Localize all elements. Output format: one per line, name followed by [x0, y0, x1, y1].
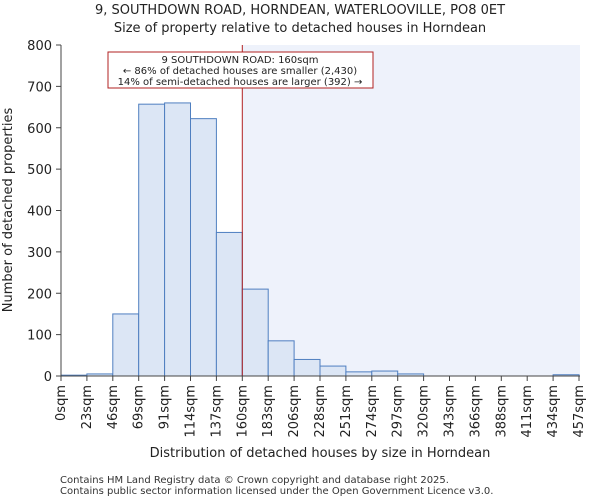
bar-46sqm — [112, 313, 140, 377]
y-tick-label: 600 — [27, 122, 52, 137]
y-tick-label: 800 — [27, 39, 52, 54]
x-tick-label: 320sqm — [417, 385, 432, 438]
x-tick-label: 434sqm — [546, 385, 561, 438]
plot-frame — [60, 45, 580, 377]
x-tick-label: 274sqm — [365, 385, 380, 438]
annotation-box — [107, 51, 374, 89]
bar-251sqm — [345, 371, 373, 377]
larger-properties-region — [242, 45, 581, 376]
x-axis-label: Distribution of detached houses by size … — [150, 446, 491, 461]
x-tick-label: 23sqm — [80, 385, 95, 429]
bar-183sqm — [267, 340, 295, 377]
y-tick-label: 500 — [27, 163, 52, 178]
x-tick-label: 114sqm — [184, 385, 199, 438]
annotation-line2: ← 86% of detached houses are smaller (2,… — [123, 66, 357, 77]
footer-line1: Contains HM Land Registry data © Crown c… — [60, 475, 449, 486]
x-tick-label: 457sqm — [572, 385, 587, 438]
x-tick-label: 69sqm — [132, 385, 147, 429]
x-axis: 0sqm 23sqm 46sqm 69sqm 91sqm 114sqm 137sqm 160s… — [54, 376, 587, 438]
annotation-line1: 9 SOUTHDOWN ROAD: 160sqm — [162, 55, 319, 66]
y-axis-label: Number of detached properties — [1, 108, 16, 313]
x-tick-label: 251sqm — [339, 385, 354, 438]
x-tick-label: 160sqm — [235, 385, 250, 438]
x-tick-label: 91sqm — [158, 385, 173, 429]
chart-title-line2: Size of property relative to detached ho… — [114, 21, 486, 36]
bar-91sqm — [164, 102, 192, 377]
marker-annotation: 9 SOUTHDOWN ROAD: 160sqm ← 86% of detach… — [107, 51, 374, 89]
x-tick-label: 343sqm — [443, 385, 458, 438]
x-tick-label: 411sqm — [520, 385, 535, 438]
chart-title-line1: 9, SOUTHDOWN ROAD, HORNDEAN, WATERLOOVIL… — [95, 3, 505, 18]
y-tick-label: 700 — [27, 80, 52, 95]
annotation-line3: 14% of semi-detached houses are larger (… — [118, 77, 363, 88]
y-tick-label: 400 — [27, 205, 52, 220]
x-tick-label: 137sqm — [209, 385, 224, 438]
x-tick-label: 206sqm — [287, 385, 302, 438]
bar-114sqm — [190, 118, 217, 377]
bar-228sqm — [319, 365, 347, 377]
x-tick-label: 228sqm — [313, 385, 328, 438]
x-tick-label: 46sqm — [106, 385, 121, 429]
y-tick-label: 300 — [27, 246, 52, 261]
x-tick-label: 388sqm — [494, 385, 509, 438]
x-tick-label: 183sqm — [261, 385, 276, 438]
x-tick-label: 0sqm — [54, 385, 69, 421]
bars-group — [60, 102, 580, 377]
bar-69sqm — [138, 103, 166, 377]
x-tick-label: 297sqm — [391, 385, 406, 438]
y-tick-label: 200 — [27, 287, 52, 302]
y-tick-label: 0 — [44, 370, 52, 385]
bar-206sqm — [293, 358, 321, 377]
bar-274sqm — [371, 370, 399, 377]
y-axis: 0 100 200 300 400 500 600 700 800 — [27, 39, 61, 385]
x-tick-label: 366sqm — [468, 385, 483, 438]
bar-137sqm — [215, 231, 243, 377]
footer-line2: Contains public sector information licen… — [60, 486, 493, 497]
bar-160sqm — [241, 288, 269, 377]
y-tick-label: 100 — [27, 329, 52, 344]
